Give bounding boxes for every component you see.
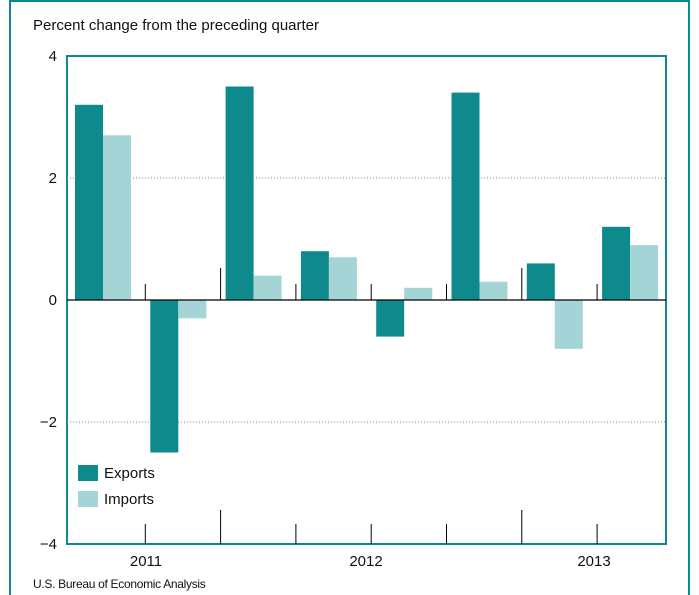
y-tick-label: 0	[49, 292, 57, 309]
bar-exports	[225, 86, 254, 300]
y-tick-label: 4	[49, 48, 57, 65]
bar-exports	[376, 300, 405, 337]
bar-imports	[630, 245, 659, 300]
x-axis-year-labels: 2011 2012 2013	[130, 553, 611, 570]
bar-imports	[404, 287, 433, 300]
y-tick-label: −2	[40, 414, 57, 431]
x-axis-ticks	[144, 268, 598, 544]
bars	[75, 86, 659, 453]
legend-swatch-imports	[78, 491, 98, 507]
bar-imports	[253, 275, 282, 300]
y-tick-label: −4	[40, 536, 57, 553]
x-year-label: 2011	[130, 553, 162, 570]
bar-imports	[178, 300, 207, 319]
chart-frame	[9, 0, 690, 595]
bar-exports	[75, 104, 103, 300]
bar-imports	[103, 135, 131, 300]
y-axis-ticks: 4 2 0 −2 −4	[40, 48, 57, 553]
bar-imports	[479, 281, 508, 300]
legend-swatch-exports	[78, 465, 98, 481]
x-year-label: 2013	[577, 553, 610, 570]
bar-exports	[451, 92, 480, 300]
bar-imports	[554, 300, 583, 349]
bar-exports	[300, 251, 329, 300]
bar-exports	[150, 300, 179, 453]
bar-exports	[602, 226, 631, 300]
bar-imports	[328, 257, 357, 300]
bar-exports	[526, 263, 555, 300]
x-year-label: 2012	[349, 553, 382, 570]
source-note: U.S. Bureau of Economic Analysis	[33, 577, 206, 591]
legend: Exports Imports	[78, 465, 155, 508]
y-tick-label: 2	[49, 170, 57, 187]
legend-label-exports: Exports	[104, 465, 155, 482]
legend-label-imports: Imports	[104, 491, 154, 508]
chart-subtitle: Percent change from the preceding quarte…	[33, 17, 320, 34]
